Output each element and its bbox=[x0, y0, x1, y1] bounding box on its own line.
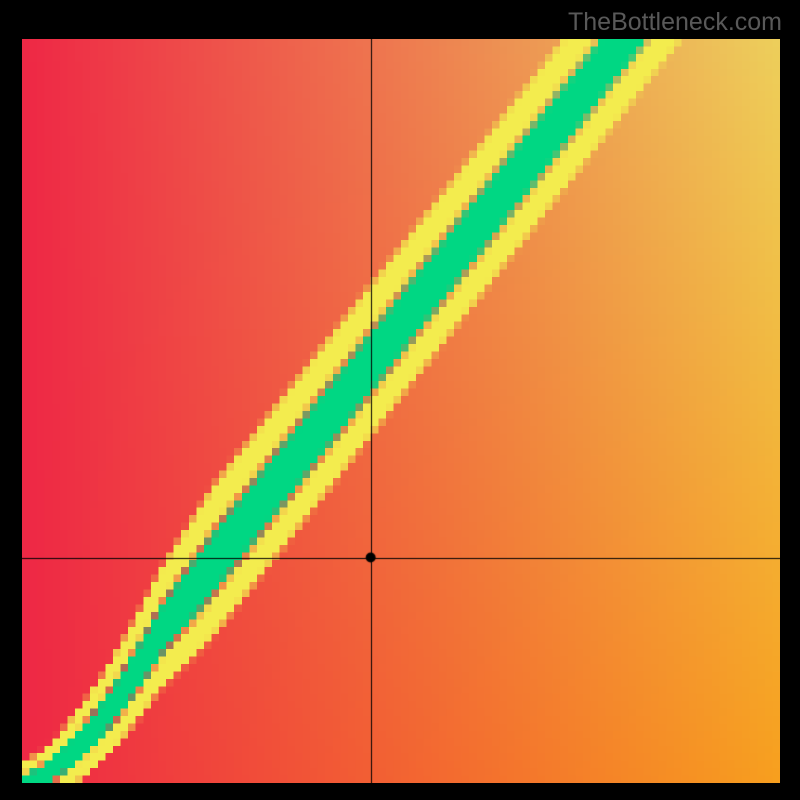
crosshair-overlay bbox=[22, 39, 780, 783]
watermark-text: TheBottleneck.com bbox=[568, 8, 782, 37]
